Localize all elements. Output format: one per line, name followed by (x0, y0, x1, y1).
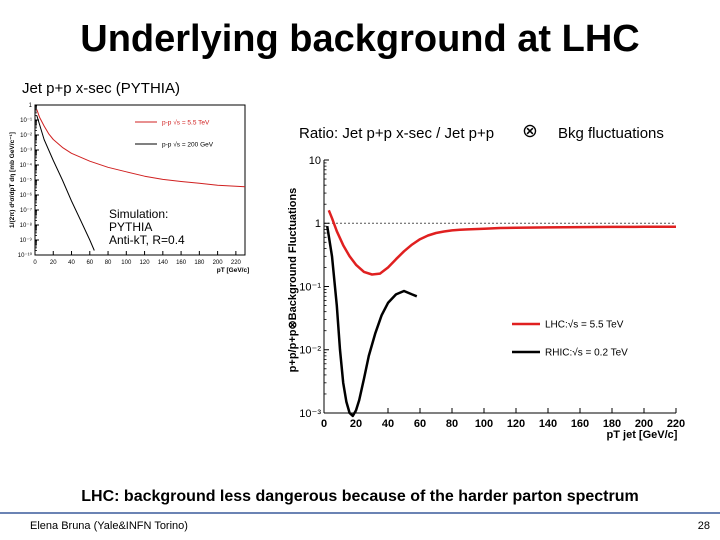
x-tick-label: 220 (667, 418, 685, 430)
y-tick-label: 10⁻¹ (299, 281, 321, 293)
otimes-icon: ⊗ (522, 121, 538, 142)
ratio-label: Ratio: Jet p+p x-sec / Jet p+p (299, 125, 495, 142)
x-tick-label: 220 (231, 260, 242, 266)
series-line-0 (36, 109, 246, 188)
legend-label-1: RHIC:√s = 0.2 TeV (545, 347, 628, 359)
y-tick-label: 10⁻⁵ (20, 177, 33, 184)
simulation-generator: PYTHIA (109, 220, 153, 234)
y-tick-label: 10⁻⁸ (20, 222, 33, 229)
slide-title: Underlying background at LHC (80, 18, 640, 60)
x-tick-label: 0 (321, 418, 327, 430)
y-tick-label: 10⁻⁶ (20, 192, 33, 199)
y-tick-label: 10⁻⁴ (20, 162, 33, 169)
simulation-note: Simulation: PYTHIA Anti-kT, R=0.4 (109, 208, 185, 247)
x-tick-label: 0 (33, 260, 37, 266)
x-tick-label: 80 (446, 418, 458, 430)
series-line-1 (325, 225, 418, 418)
left-plot-caption: Jet p+p x-sec (PYTHIA) (22, 80, 180, 97)
y-tick-label: 10⁻³ (299, 408, 321, 420)
left-chart: 1 10⁻¹ 10⁻² 10⁻³ 10⁻⁴ 10⁻⁵ 10⁻⁶ 10⁻⁷ 10⁻⁸ 10⁻⁹ 10⁻… (5, 100, 255, 280)
x-tick-label: 40 (382, 418, 394, 430)
simulation-algorithm: Anti-kT, R=0.4 (109, 233, 185, 247)
x-tick-label: 160 (176, 260, 187, 266)
legend-label-0: LHC:√s = 5.5 TeV (545, 319, 624, 331)
x-tick-label: 140 (158, 260, 169, 266)
legend-label-0: p-p √s = 5.5 TeV (162, 118, 210, 126)
x-tick-label: 40 (68, 260, 75, 266)
x-tick-label: 60 (86, 260, 93, 266)
x-tick-label: 160 (571, 418, 589, 430)
y-tick-label: 1 (29, 103, 33, 109)
x-tick-label: 20 (50, 260, 57, 266)
y-tick-label: 10⁻⁹ (20, 237, 33, 244)
series-line-1 (36, 115, 95, 251)
page-number: 28 (697, 520, 710, 532)
right-y-axis-label: p+p/p+p⊗Background Fluctuations (287, 188, 299, 373)
right-x-axis-label: pT jet [GeV/c] (607, 429, 678, 441)
x-tick-label: 200 (213, 260, 224, 266)
left-x-axis-label: pT [GeV/c] (217, 267, 250, 274)
x-tick-label: 80 (105, 260, 112, 266)
x-tick-label: 180 (603, 418, 621, 430)
y-tick-label: 1 (315, 218, 321, 230)
y-tick-label: 10 (309, 155, 321, 167)
footer-divider (0, 512, 720, 514)
y-tick-label: 10⁻⁷ (20, 207, 32, 214)
series-line-0 (327, 209, 676, 276)
y-tick-label: 10⁻² (20, 133, 32, 139)
x-tick-label: 120 (140, 260, 151, 266)
x-tick-label: 200 (635, 418, 653, 430)
x-tick-label: 140 (539, 418, 557, 430)
x-tick-label: 100 (475, 418, 493, 430)
y-tick-label: 10⁻¹⁰ (18, 252, 33, 259)
right-chart: 10 1 10⁻¹ 10⁻² 10⁻³ 0 20 40 60 80 100 120 140 160 180… (282, 148, 707, 448)
y-tick-label: 10⁻² (299, 345, 321, 357)
x-tick-label: 60 (414, 418, 426, 430)
x-tick-label: 180 (194, 260, 205, 266)
x-tick-label: 100 (121, 260, 132, 266)
y-tick-label: 10⁻³ (20, 148, 32, 154)
footer-message: LHC: background less dangerous because o… (81, 488, 639, 505)
legend-label-1: p-p √s = 200 GeV (162, 140, 214, 148)
x-tick-label: 20 (350, 418, 362, 430)
y-tick-label: 10⁻¹ (20, 118, 32, 124)
x-tick-label: 120 (507, 418, 525, 430)
simulation-label: Simulation: (109, 207, 169, 221)
bkg-fluctuations-label: Bkg fluctuations (558, 125, 664, 142)
footer-author: Elena Bruna (Yale&INFN Torino) (30, 520, 188, 532)
left-y-axis-label: 1/(2π) d²σ/dpT dη [mb GeV/c⁻¹] (9, 132, 16, 228)
